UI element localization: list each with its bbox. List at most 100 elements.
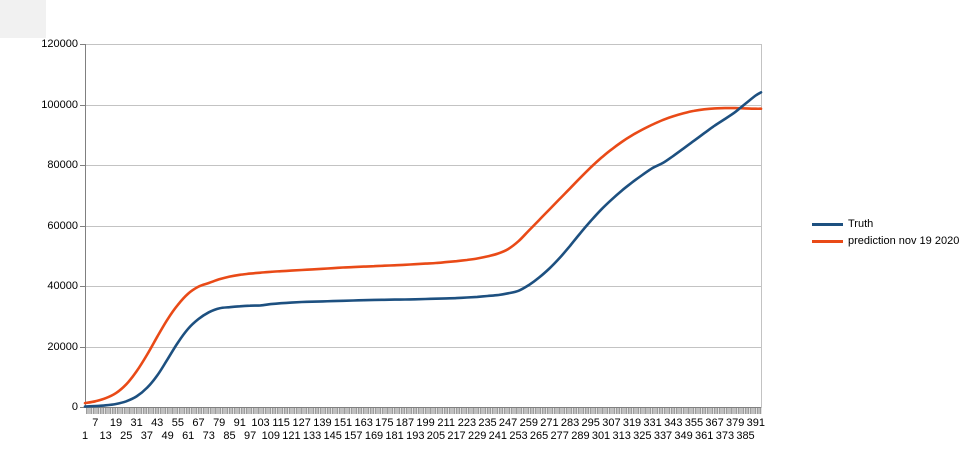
x-axis-label: 19	[109, 417, 123, 429]
x-axis-label: 79	[213, 417, 226, 429]
x-axis-label: 235	[478, 417, 497, 429]
x-axis-line	[85, 407, 762, 408]
x-axis-label: 175	[375, 417, 394, 429]
legend-swatch	[812, 223, 843, 226]
x-axis-label: 115	[272, 417, 290, 429]
x-axis-label: 289	[571, 430, 590, 442]
x-axis-label: 157	[344, 430, 363, 442]
y-axis-tick	[80, 104, 85, 106]
y-axis-tick	[80, 44, 85, 45]
gridline	[85, 44, 761, 45]
x-axis-label: 259	[519, 417, 538, 429]
x-axis-label: 73	[202, 430, 215, 442]
x-axis-label: 145	[323, 430, 342, 442]
y-axis-label: 0	[71, 401, 78, 413]
x-axis-label: 25	[120, 430, 133, 442]
x-axis-label: 133	[302, 430, 322, 442]
x-axis-label: 49	[161, 430, 174, 442]
gridline	[85, 346, 761, 348]
plot-right-border	[761, 44, 762, 408]
x-axis-label: 385	[736, 430, 755, 442]
x-axis-label: 373	[715, 430, 735, 442]
x-axis-label: 301	[591, 430, 611, 442]
x-axis-label: 265	[529, 430, 549, 442]
legend-item: prediction nov 19 2020	[812, 233, 959, 250]
x-axis-label: 283	[560, 417, 580, 429]
x-axis-label: 391	[746, 417, 765, 429]
x-axis-label: 193	[406, 430, 425, 442]
x-axis-label: 163	[354, 417, 373, 429]
x-axis-label: 181	[385, 430, 404, 442]
x-axis-label: 367	[705, 417, 724, 429]
x-axis-label: 43	[151, 417, 164, 429]
y-axis-label: 40000	[47, 280, 78, 292]
x-axis-label: 103	[251, 417, 270, 429]
gridline	[85, 286, 761, 287]
x-axis-label: 109	[261, 430, 280, 442]
x-axis-label: 247	[498, 417, 518, 429]
x-axis-label: 13	[99, 430, 112, 442]
series-line-prediction	[83, 106, 763, 405]
x-axis-label: 121	[282, 430, 301, 442]
x-axis-label: 379	[726, 417, 745, 429]
y-axis-tick	[80, 165, 85, 166]
x-tick-strip	[86, 408, 762, 414]
x-axis-label: 319	[622, 417, 642, 429]
x-axis-label: 187	[395, 417, 415, 429]
x-axis-label: 277	[550, 430, 569, 442]
x-axis-label: 61	[182, 430, 195, 442]
x-axis-label: 355	[684, 417, 704, 429]
x-axis-label: 199	[416, 417, 435, 429]
gridline	[85, 104, 761, 106]
x-axis-label: 55	[171, 417, 185, 429]
x-axis-label: 91	[233, 417, 246, 429]
y-axis-label: 80000	[47, 159, 78, 171]
x-axis-label: 217	[447, 430, 466, 442]
series-line-truth	[83, 91, 763, 408]
x-axis-label: 7	[92, 417, 99, 429]
x-axis-label: 331	[643, 417, 662, 429]
legend-label: Truth	[848, 218, 874, 230]
legend-item: Truth	[812, 216, 959, 233]
x-axis-label: 85	[223, 430, 236, 442]
x-axis-label: 307	[602, 417, 621, 429]
x-axis-label: 223	[457, 417, 477, 429]
legend-label: prediction nov 19 2020	[848, 235, 960, 247]
gridline	[85, 225, 761, 227]
x-axis-label: 253	[509, 430, 528, 442]
x-axis-label: 361	[695, 430, 714, 442]
x-axis-label: 169	[364, 430, 384, 442]
y-axis-tick	[80, 225, 85, 227]
x-axis-label: 325	[633, 430, 652, 442]
x-axis-label: 205	[426, 430, 446, 442]
x-axis-label: 349	[674, 430, 693, 442]
x-axis-label: 127	[292, 417, 311, 429]
y-axis-tick	[80, 346, 85, 348]
x-axis-label: 211	[437, 417, 455, 429]
legend: Truth prediction nov 19 2020	[812, 216, 959, 250]
plot-area	[83, 91, 763, 408]
y-axis-label: 100000	[41, 98, 78, 111]
x-axis-label: 229	[468, 430, 487, 442]
x-axis-label: 313	[612, 430, 631, 442]
legend-swatch	[812, 240, 843, 243]
x-axis-label: 97	[243, 430, 257, 442]
x-axis-label: 1	[81, 430, 89, 442]
x-axis-label: 271	[540, 417, 559, 429]
x-axis-label: 151	[333, 417, 353, 429]
y-axis-label: 120000	[41, 38, 78, 50]
x-axis-label: 337	[653, 430, 673, 442]
x-axis-label: 343	[664, 417, 683, 429]
x-axis-label: 295	[581, 417, 600, 429]
y-axis-line	[85, 44, 86, 408]
x-axis-label: 241	[488, 430, 507, 442]
y-axis-tick	[80, 286, 85, 287]
y-axis-label: 60000	[47, 219, 78, 232]
gridline	[85, 165, 761, 166]
y-axis-tick	[80, 407, 85, 408]
x-axis-label: 37	[140, 430, 154, 442]
x-axis-label: 31	[130, 417, 143, 429]
x-axis-label: 139	[313, 417, 332, 429]
x-axis-label: 67	[192, 417, 205, 429]
